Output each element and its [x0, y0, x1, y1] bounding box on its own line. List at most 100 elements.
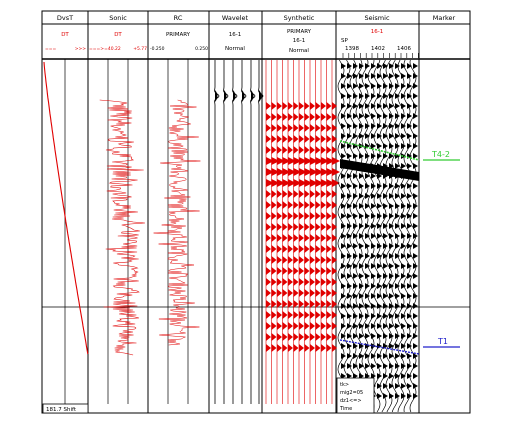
synthetic-peak [310, 168, 318, 176]
seismic-peak [395, 63, 400, 69]
seismic-peak [383, 303, 388, 309]
seismic-peak [365, 193, 370, 199]
seismic-peak [383, 83, 388, 89]
synthetic-peak [282, 289, 288, 297]
seismic-peak [353, 263, 358, 269]
seismic-peak [383, 253, 388, 259]
seismic-peak [413, 263, 418, 269]
synthetic-peak [321, 201, 326, 209]
synthetic-peak [304, 190, 310, 198]
seismic-peak [347, 73, 352, 79]
seismic-peak [377, 323, 382, 329]
seismic-peak [371, 363, 376, 369]
rc-sub-label: PRIMARY [166, 32, 191, 38]
synthetic-peak [271, 322, 277, 330]
synthetic-peak [288, 278, 293, 286]
seismic-peak [383, 153, 388, 159]
seismic-peak [395, 163, 400, 169]
seismic-peak [407, 103, 412, 109]
seismic-peak [407, 213, 412, 219]
synthetic-peak [266, 201, 271, 209]
seismic-peak [413, 293, 418, 299]
synthetic-peak [282, 344, 288, 352]
seismic-peak [383, 233, 388, 239]
seismic-track [337, 59, 419, 413]
synthetic-peak [315, 234, 321, 242]
seismic-peak [365, 133, 370, 139]
seismic-peak [407, 263, 412, 269]
seismic-peak [347, 293, 352, 299]
seismic-peak [341, 223, 346, 229]
seismic-peak [341, 133, 346, 139]
synthetic-peak [293, 289, 299, 297]
seismic-peak [401, 263, 406, 269]
seismic-peak [377, 193, 382, 199]
synthetic-peak [293, 278, 299, 286]
synthetic-peak [277, 223, 282, 231]
seismic-trace [373, 59, 381, 413]
seismic-peak [383, 343, 388, 349]
seismic-peak [359, 233, 364, 239]
synthetic-peak [304, 234, 310, 242]
seismic-peak [413, 73, 418, 79]
synthetic-peak [304, 267, 310, 275]
synthetic-peak [304, 113, 310, 121]
synthetic-peak [277, 146, 282, 154]
seismic-peak [407, 303, 412, 309]
seismic-peak [353, 73, 358, 79]
seismic-peak [341, 193, 346, 199]
seismic-peak [389, 313, 394, 319]
synthetic-sub-label-2: 16-1 [293, 38, 305, 44]
seismic-peak [383, 263, 388, 269]
synthetic-peak [299, 168, 307, 176]
synthetic-peak [299, 223, 304, 231]
synthetic-peak [271, 190, 277, 198]
seismic-peak [353, 103, 358, 109]
seismic-peak [407, 143, 412, 149]
synthetic-peak [304, 311, 310, 319]
synthetic-peak [304, 223, 310, 231]
seismic-peak [359, 183, 364, 189]
synthetic-peak [288, 124, 293, 132]
seismic-peak [377, 363, 382, 369]
synthetic-peak [271, 300, 277, 308]
seismic-peak [359, 113, 364, 119]
seismic-peak [353, 343, 358, 349]
seismic-peak [341, 83, 346, 89]
synthetic-peak [288, 300, 293, 308]
seismic-peak [353, 233, 358, 239]
synthetic-peak [293, 113, 299, 121]
seismic-peak [341, 213, 346, 219]
seismic-peak [413, 363, 418, 369]
seismic-peak [395, 183, 400, 189]
seismic-peak [347, 223, 352, 229]
synthetic-peak [299, 212, 304, 220]
synthetic-peak [266, 212, 271, 220]
wavelet-sub-label: 16-1 [229, 32, 241, 38]
synthetic-peak [321, 234, 326, 242]
synthetic-peak [277, 201, 282, 209]
seismic-peak [359, 173, 364, 179]
synthetic-peak [299, 135, 304, 143]
seismic-peak [341, 333, 346, 339]
synthetic-peak [326, 223, 332, 231]
seismic-peak [371, 83, 376, 89]
seismic-peak [389, 103, 394, 109]
synthetic-peak [288, 333, 293, 341]
seismic-peak [395, 243, 400, 249]
synthetic-peak [293, 201, 299, 209]
seismic-peak [377, 273, 382, 279]
synthetic-peak [288, 146, 293, 154]
synthetic-peak [321, 256, 326, 264]
seismic-peak [377, 63, 382, 69]
synthetic-sub-label-3: Normal [289, 48, 309, 54]
synthetic-peak [321, 102, 326, 110]
synthetic-peak [288, 135, 293, 143]
seismic-peak [341, 103, 346, 109]
seismic-peak [389, 293, 394, 299]
synthetic-peak [293, 146, 299, 154]
seismic-peak [347, 273, 352, 279]
seismic-peak [353, 63, 358, 69]
seismic-peak [341, 323, 346, 329]
dvat-sub-label: DT [61, 32, 69, 38]
